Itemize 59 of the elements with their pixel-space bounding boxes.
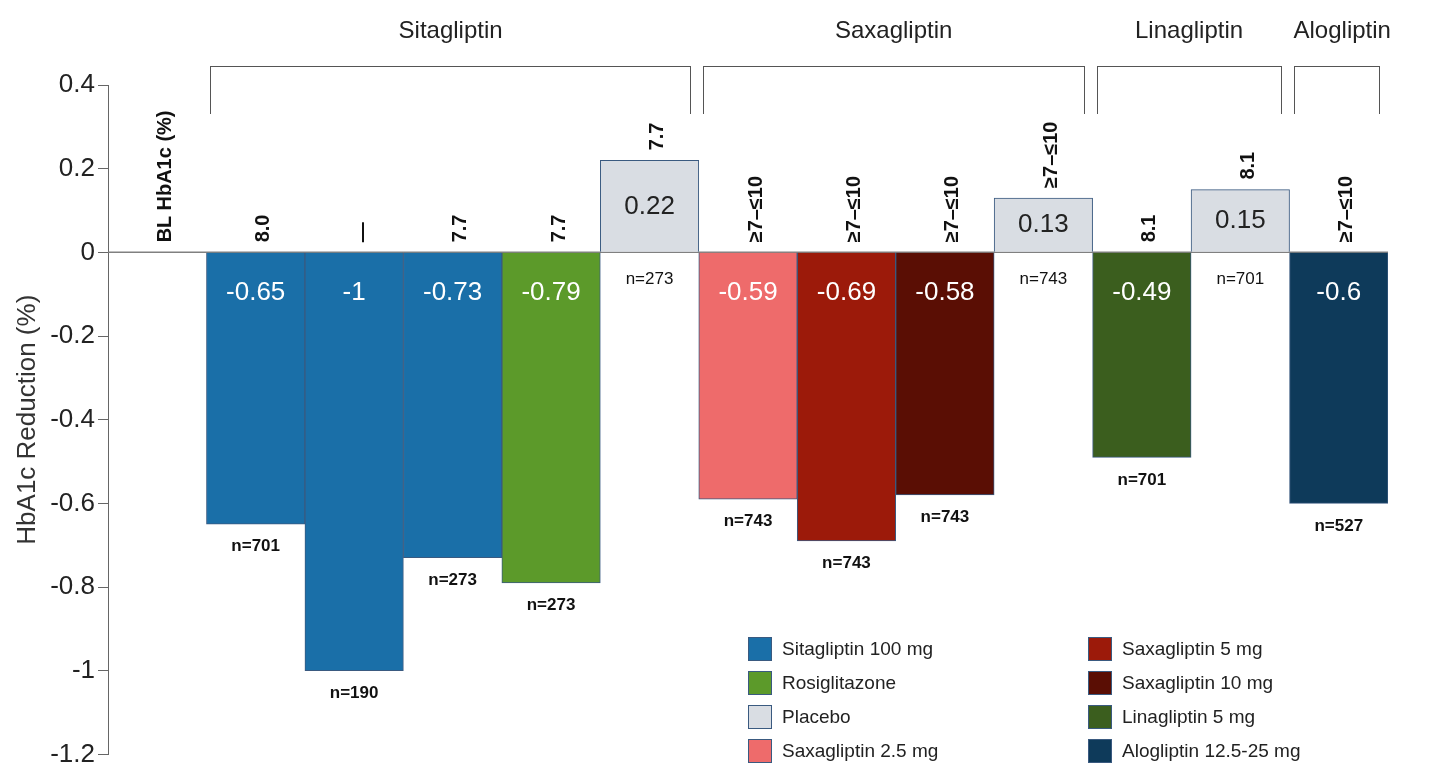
y-axis-title: HbA1c Reduction (%) bbox=[10, 294, 41, 545]
legend-label: Sitagliptin 100 mg bbox=[782, 638, 934, 660]
data-label: 0.13 bbox=[1018, 208, 1069, 239]
annotation: — bbox=[349, 222, 372, 243]
annotation: ≥7–≤10 bbox=[841, 175, 864, 243]
text: Linagliptin bbox=[1134, 16, 1245, 44]
text: Sitagliptin bbox=[397, 16, 504, 44]
annotation: BL HbA1c (%) bbox=[152, 110, 175, 243]
data-label: 0.15 bbox=[1215, 204, 1266, 235]
annotation: ≥7–≤10 bbox=[1038, 121, 1061, 188]
x-tick-label: n=701 bbox=[1216, 268, 1265, 288]
data-label: -0.49 bbox=[1112, 275, 1172, 306]
data-label: 0.22 bbox=[624, 189, 675, 220]
legend-label: Linagliptin 5 mg bbox=[1122, 706, 1256, 728]
annotation: 8.1 bbox=[1137, 214, 1160, 243]
annotation: ≥7–≤10 bbox=[743, 175, 766, 243]
x-tick-label: n=743 bbox=[822, 553, 871, 573]
data-label: -1 bbox=[342, 275, 366, 306]
y-tick-label: -0.8 bbox=[50, 570, 95, 601]
data-label: -0.58 bbox=[915, 275, 975, 306]
x-tick-label: n=273 bbox=[625, 268, 674, 288]
legend-label: Saxagliptin 10 mg bbox=[1122, 672, 1274, 694]
y-tick-label: -0.6 bbox=[50, 486, 95, 517]
text: Saxagliptin bbox=[833, 16, 954, 44]
annotation: 7.7 bbox=[645, 122, 668, 151]
annotation: 7.7 bbox=[448, 214, 471, 243]
legend-label: Placebo bbox=[782, 706, 851, 728]
legend-label: Rosiglitazone bbox=[782, 672, 897, 694]
x-tick-label: n=273 bbox=[526, 595, 576, 615]
data-label: -0.79 bbox=[521, 275, 581, 306]
data-label: -0.59 bbox=[718, 275, 778, 306]
y-tick-label: -0.4 bbox=[50, 402, 95, 433]
y-tick-label: -1 bbox=[71, 653, 95, 684]
x-tick-label: n=273 bbox=[428, 569, 477, 589]
legend-label: Alogliptin 12.5-25 mg bbox=[1122, 740, 1301, 762]
x-tick-label: n=743 bbox=[1019, 268, 1068, 288]
data-label: -0.65 bbox=[226, 275, 286, 306]
y-tick-label: 0 bbox=[80, 235, 95, 266]
y-tick-label: -1.2 bbox=[50, 737, 95, 768]
x-tick-label: n=190 bbox=[329, 682, 379, 702]
y-tick-label: 0.2 bbox=[58, 151, 95, 182]
data-label: -0.6 bbox=[1316, 275, 1362, 306]
legend-label: Saxagliptin 5 mg bbox=[1122, 638, 1263, 660]
x-tick-label: n=743 bbox=[920, 507, 970, 527]
legend-label: Saxagliptin 2.5 mg bbox=[782, 740, 939, 762]
annotation: 8.0 bbox=[251, 214, 274, 243]
y-tick-label: 0.4 bbox=[58, 68, 95, 99]
x-tick-label: n=527 bbox=[1314, 515, 1364, 535]
text: Alogliptin bbox=[1293, 16, 1391, 44]
annotation: ≥7–≤10 bbox=[1334, 175, 1357, 243]
annotation: 7.7 bbox=[546, 214, 569, 243]
data-label: -0.69 bbox=[816, 275, 877, 306]
annotation: ≥7–≤10 bbox=[940, 175, 963, 243]
annotation: 8.1 bbox=[1235, 151, 1258, 180]
x-tick-label: n=701 bbox=[231, 536, 281, 556]
data-label: -0.73 bbox=[422, 275, 483, 306]
x-tick-label: n=743 bbox=[723, 511, 773, 531]
x-tick-label: n=701 bbox=[1117, 469, 1167, 489]
y-tick-label: -0.2 bbox=[50, 319, 95, 350]
